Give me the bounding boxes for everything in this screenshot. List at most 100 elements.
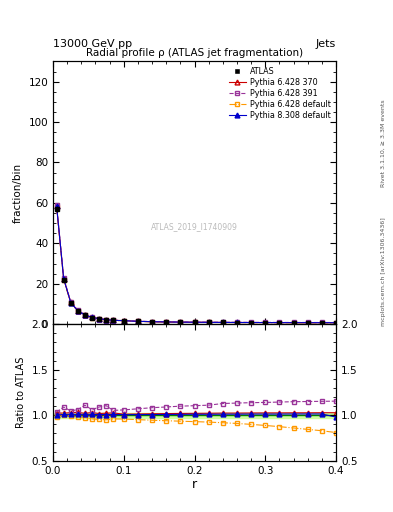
- Pythia 8.308 default: [178, 319, 183, 325]
- Pythia 6.428 default: [220, 319, 225, 326]
- Pythia 8.308 default: [334, 319, 338, 326]
- Pythia 6.428 default: [192, 319, 197, 326]
- Pythia 6.428 370: [121, 317, 126, 324]
- Pythia 6.428 391: [90, 314, 94, 320]
- Pythia 8.308 default: [111, 317, 116, 324]
- Pythia 6.428 370: [83, 312, 87, 318]
- Y-axis label: fraction/bin: fraction/bin: [13, 163, 23, 223]
- Pythia 6.428 default: [104, 317, 108, 323]
- Pythia 6.428 391: [83, 312, 87, 318]
- Pythia 6.428 391: [164, 318, 169, 325]
- Pythia 8.308 default: [97, 315, 101, 322]
- Text: 13000 GeV pp: 13000 GeV pp: [53, 38, 132, 49]
- Pythia 8.308 default: [249, 319, 253, 326]
- Pythia 6.428 370: [75, 308, 80, 314]
- Pythia 6.428 391: [291, 319, 296, 326]
- Pythia 6.428 default: [68, 300, 73, 306]
- Line: Pythia 8.308 default: Pythia 8.308 default: [54, 203, 338, 325]
- Pythia 6.428 default: [320, 320, 324, 326]
- Pythia 6.428 370: [277, 319, 282, 326]
- Pythia 6.428 391: [277, 319, 282, 326]
- Pythia 6.428 default: [263, 319, 268, 326]
- Pythia 6.428 391: [111, 317, 116, 323]
- Pythia 6.428 default: [178, 319, 183, 325]
- Pythia 8.308 default: [263, 319, 268, 326]
- Line: Pythia 6.428 370: Pythia 6.428 370: [54, 203, 338, 325]
- Pythia 6.428 default: [305, 320, 310, 326]
- Pythia 8.308 default: [90, 314, 94, 321]
- Text: ATLAS_2019_I1740909: ATLAS_2019_I1740909: [151, 223, 238, 231]
- Pythia 6.428 default: [334, 320, 338, 326]
- Pythia 8.308 default: [220, 319, 225, 326]
- Pythia 6.428 391: [320, 319, 324, 326]
- Pythia 6.428 370: [206, 319, 211, 326]
- Pythia 6.428 default: [75, 308, 80, 314]
- Text: Jets: Jets: [316, 38, 336, 49]
- Text: mcplots.cern.ch [arXiv:1306.3436]: mcplots.cern.ch [arXiv:1306.3436]: [381, 217, 386, 326]
- Pythia 6.428 391: [54, 202, 59, 208]
- Pythia 6.428 391: [206, 319, 211, 325]
- Pythia 6.428 391: [235, 319, 239, 325]
- Pythia 6.428 370: [54, 203, 59, 209]
- Pythia 8.308 default: [104, 316, 108, 323]
- Pythia 6.428 370: [61, 275, 66, 282]
- Pythia 6.428 default: [164, 319, 169, 325]
- Pythia 6.428 391: [249, 319, 253, 326]
- Pythia 6.428 391: [136, 318, 140, 324]
- Pythia 6.428 370: [97, 315, 101, 322]
- Pythia 8.308 default: [305, 319, 310, 326]
- Pythia 6.428 default: [90, 315, 94, 321]
- Pythia 6.428 391: [178, 319, 183, 325]
- Pythia 6.428 391: [305, 319, 310, 326]
- Pythia 6.428 391: [192, 319, 197, 325]
- Pythia 8.308 default: [291, 319, 296, 326]
- Pythia 8.308 default: [136, 318, 140, 325]
- Pythia 6.428 391: [97, 315, 101, 322]
- Pythia 8.308 default: [164, 319, 169, 325]
- Pythia 8.308 default: [121, 317, 126, 324]
- Pythia 8.308 default: [75, 308, 80, 314]
- Pythia 8.308 default: [277, 319, 282, 326]
- Pythia 6.428 370: [291, 319, 296, 326]
- Pythia 8.308 default: [68, 300, 73, 306]
- Pythia 6.428 370: [68, 300, 73, 306]
- Pythia 6.428 default: [206, 319, 211, 326]
- X-axis label: r: r: [192, 478, 197, 492]
- Y-axis label: Ratio to ATLAS: Ratio to ATLAS: [16, 357, 26, 428]
- Line: Pythia 6.428 default: Pythia 6.428 default: [54, 204, 338, 326]
- Pythia 6.428 370: [334, 319, 338, 326]
- Pythia 6.428 370: [90, 314, 94, 321]
- Pythia 6.428 370: [178, 319, 183, 325]
- Pythia 8.308 default: [206, 319, 211, 326]
- Pythia 6.428 default: [111, 317, 116, 324]
- Pythia 6.428 default: [61, 276, 66, 283]
- Pythia 6.428 370: [263, 319, 268, 326]
- Bar: [53, 413, 336, 418]
- Pythia 6.428 391: [75, 307, 80, 313]
- Pythia 6.428 default: [83, 312, 87, 318]
- Pythia 6.428 391: [104, 316, 108, 323]
- Pythia 6.428 370: [305, 319, 310, 326]
- Pythia 6.428 default: [97, 316, 101, 322]
- Pythia 8.308 default: [235, 319, 239, 326]
- Pythia 6.428 default: [150, 319, 154, 325]
- Line: Pythia 6.428 391: Pythia 6.428 391: [54, 203, 338, 325]
- Pythia 6.428 default: [291, 320, 296, 326]
- Pythia 6.428 391: [263, 319, 268, 326]
- Pythia 6.428 default: [54, 204, 59, 210]
- Pythia 8.308 default: [192, 319, 197, 325]
- Pythia 6.428 391: [61, 274, 66, 281]
- Pythia 8.308 default: [320, 319, 324, 326]
- Text: Rivet 3.1.10, ≥ 3.3M events: Rivet 3.1.10, ≥ 3.3M events: [381, 99, 386, 187]
- Pythia 6.428 370: [235, 319, 239, 326]
- Pythia 6.428 370: [249, 319, 253, 326]
- Pythia 6.428 370: [111, 317, 116, 323]
- Pythia 6.428 370: [150, 318, 154, 325]
- Legend: ATLAS, Pythia 6.428 370, Pythia 6.428 391, Pythia 6.428 default, Pythia 8.308 de: ATLAS, Pythia 6.428 370, Pythia 6.428 39…: [225, 64, 334, 123]
- Pythia 8.308 default: [83, 312, 87, 318]
- Pythia 6.428 391: [220, 319, 225, 325]
- Pythia 6.428 370: [192, 319, 197, 325]
- Pythia 6.428 391: [150, 318, 154, 325]
- Pythia 6.428 370: [104, 316, 108, 323]
- Pythia 6.428 370: [320, 319, 324, 326]
